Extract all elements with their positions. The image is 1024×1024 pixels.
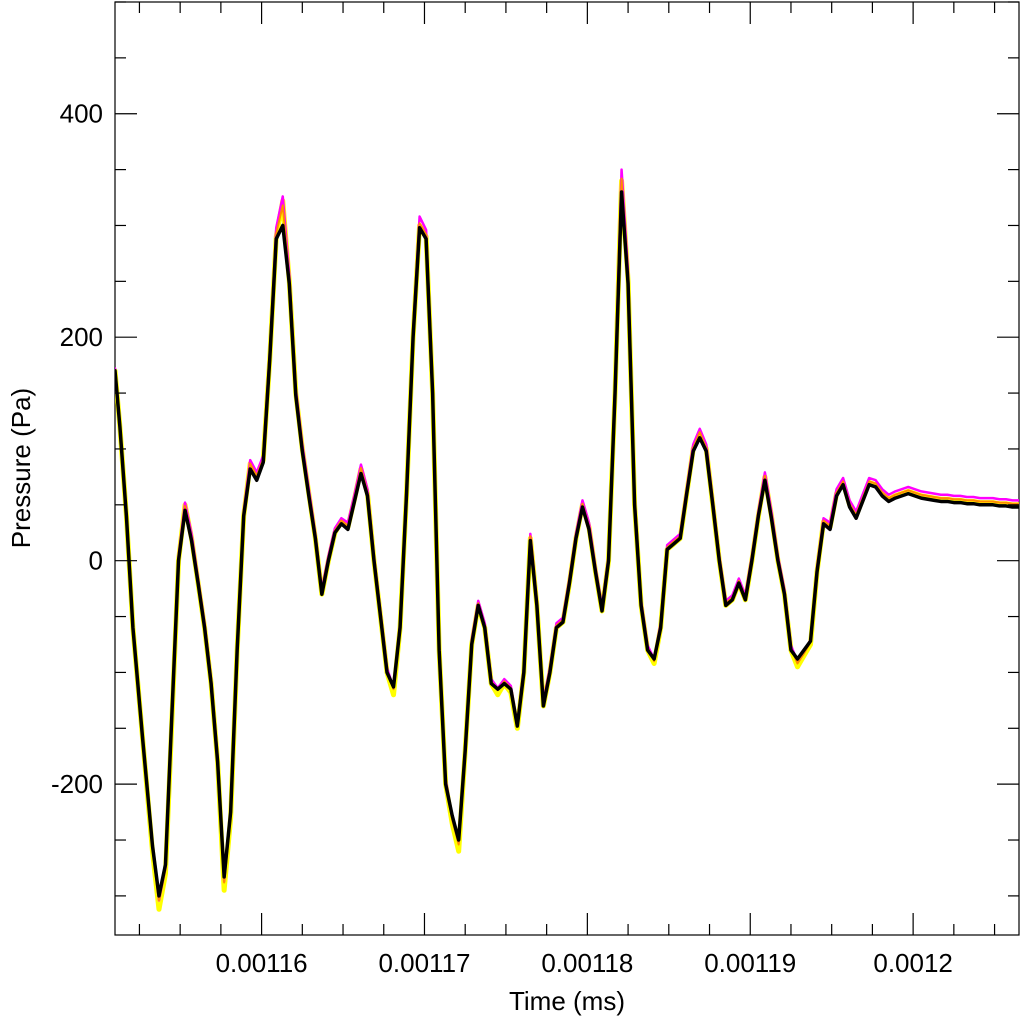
x-tick-label: 0.00117 (378, 948, 470, 978)
y-axis-title: Pressure (Pa) (6, 388, 36, 548)
x-tick-label: 0.0012 (873, 948, 953, 978)
x-axis-title: Time (ms) (509, 986, 625, 1016)
plot-frame (114, 1, 1020, 936)
x-tick-label: 0.00119 (704, 948, 796, 978)
y-tick-label: 0 (89, 546, 103, 576)
y-tick-label: 200 (60, 322, 103, 352)
labels-layer: -200 0 200 400 0.00116 0.00117 0.00118 0.00119 0… (51, 99, 953, 978)
y-tick-label: 400 (60, 99, 103, 129)
ticks-layer (115, 1, 1019, 935)
x-tick-label: 0.00118 (541, 948, 633, 978)
series-line-4 (115, 190, 1019, 898)
y-tick-label: -200 (51, 769, 103, 799)
x-tick-label: 0.00116 (216, 948, 308, 978)
series-layer (115, 168, 1019, 912)
